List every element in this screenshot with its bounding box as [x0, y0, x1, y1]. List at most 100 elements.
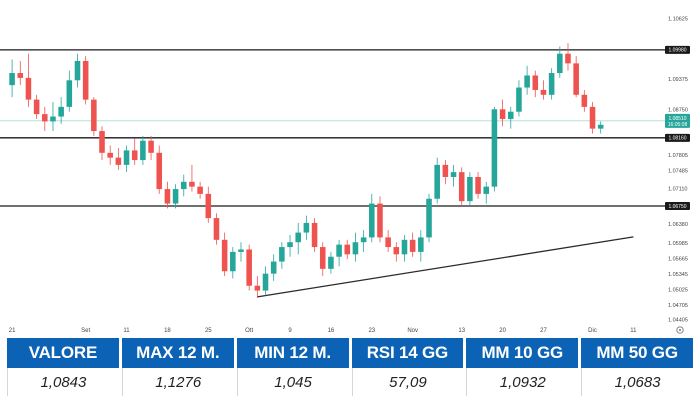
candle-body: [148, 140, 154, 153]
y-tick-label: 1.06380: [668, 222, 688, 228]
stat-value-max-12m: 1,1276: [121, 368, 234, 396]
settings-icon[interactable]: [676, 326, 684, 334]
x-tick-label: 21: [9, 328, 16, 334]
candle-body: [516, 87, 522, 112]
stat-value-mm-10gg: 1,0932: [466, 368, 579, 396]
x-tick-label: Ott: [245, 328, 253, 334]
candle-body: [17, 73, 24, 78]
x-tick-label: 25: [205, 328, 212, 334]
candle-body: [140, 140, 146, 161]
candle-body: [197, 186, 203, 194]
candle-body: [238, 249, 244, 252]
stat-value-valore: 1,0843: [7, 368, 119, 396]
candle-body: [532, 75, 539, 90]
y-tick-label: 1.09375: [668, 77, 688, 83]
stat-header-max-12m: MAX 12 M.: [121, 338, 234, 368]
stat-value-min-12m: 1,045: [236, 368, 349, 396]
current-price-tag-label: 1.08510: [668, 116, 686, 122]
y-tick-label: 1.07485: [668, 168, 688, 174]
level-price-tag: [665, 133, 690, 142]
candle-body: [91, 99, 97, 132]
candle-body: [9, 73, 15, 86]
level-price-tag-label: 1.06750: [668, 204, 686, 210]
candle-body: [426, 198, 432, 238]
candle-body: [401, 239, 408, 255]
y-tick-label: 1.08750: [668, 107, 688, 113]
x-tick-label: 20: [499, 328, 506, 334]
level-price-tag-label: 1.09980: [668, 48, 686, 54]
current-price-countdown: 16:05:08: [668, 122, 688, 128]
y-axis: 1.10625 1.09980 1.09375 1.08750 1.08160 1.078…: [668, 17, 688, 324]
trendline-layer: [257, 236, 634, 298]
x-tick-label: 23: [368, 328, 375, 334]
level-price-tag: [665, 201, 690, 210]
x-tick-label: 18: [164, 328, 171, 334]
candle-body: [507, 111, 514, 119]
stat-header-min-12m: MIN 12 M.: [236, 338, 349, 368]
candle-body: [409, 239, 416, 252]
candle-body: [573, 63, 579, 95]
candle-body: [254, 285, 261, 291]
candle-body: [450, 172, 457, 177]
y-tick-label: 1.05985: [668, 241, 688, 247]
x-tick-label: Nov: [407, 328, 418, 334]
candle-body: [442, 164, 449, 177]
candle-body: [82, 60, 89, 100]
candle-body: [123, 150, 130, 165]
candle-body: [581, 94, 588, 107]
candle-body: [230, 251, 236, 272]
candle-body: [319, 247, 326, 269]
candle-body: [66, 80, 73, 107]
candle-body: [499, 109, 506, 119]
candle-body: [467, 176, 473, 202]
candle-body: [336, 244, 342, 257]
candles: [9, 43, 604, 298]
candle-body: [524, 75, 530, 88]
candle-body: [377, 203, 383, 238]
candle-body: [360, 237, 367, 243]
y-tick-label: 1.04405: [668, 317, 688, 323]
price-chart[interactable]: 1.10625 1.09980 1.09375 1.08750 1.08160 1.078…: [0, 0, 700, 340]
trendline: [257, 236, 634, 298]
candle-body: [418, 237, 424, 252]
stat-header-rsi-14gg: RSI 14 GG: [351, 338, 464, 368]
stat-value-mm-50gg: 1,0683: [581, 368, 693, 396]
candle-body: [205, 193, 212, 219]
candle-body: [597, 124, 604, 129]
candle-body: [25, 77, 32, 100]
candle-body: [565, 53, 571, 64]
candle-body: [221, 239, 228, 272]
stat-header-mm-10gg: MM 10 GG: [466, 338, 579, 368]
candle-body: [213, 218, 220, 240]
current-price-tag: [665, 113, 690, 128]
y-tick-label: 1.05025: [668, 287, 688, 293]
candle-body: [344, 244, 351, 255]
x-tick-label: 13: [458, 328, 465, 334]
candle-body: [107, 152, 113, 158]
x-axis: 21 Set 11 18 25 Ott 9 16 23 Nov 13 20 27 Dic 11: [9, 328, 637, 334]
x-tick-label: 27: [540, 328, 547, 334]
candle-body: [115, 157, 122, 165]
candle-body: [279, 247, 285, 262]
candle-body: [393, 247, 400, 255]
candle-body: [33, 99, 40, 115]
candle-body: [434, 164, 440, 199]
candle-body: [295, 232, 301, 243]
candle-body: [303, 222, 310, 233]
x-tick-label: 11: [630, 328, 637, 334]
candle-body: [491, 109, 498, 187]
candle-body: [131, 150, 138, 161]
candle-body: [369, 203, 375, 238]
candle-body: [540, 89, 547, 95]
candlestick-chart-svg[interactable]: 1.10625 1.09980 1.09375 1.08750 1.08160 1.078…: [0, 0, 700, 340]
candle-body: [180, 181, 187, 190]
candle-body: [483, 186, 490, 194]
y-tick-label: 1.05345: [668, 272, 688, 278]
level-price-tag: [665, 45, 690, 54]
x-tick-label: 16: [328, 328, 335, 334]
candle-body: [99, 131, 105, 153]
y-tick-label: 1.05665: [668, 256, 688, 262]
x-tick-label: Dic: [588, 328, 597, 334]
candle-body: [262, 273, 269, 291]
